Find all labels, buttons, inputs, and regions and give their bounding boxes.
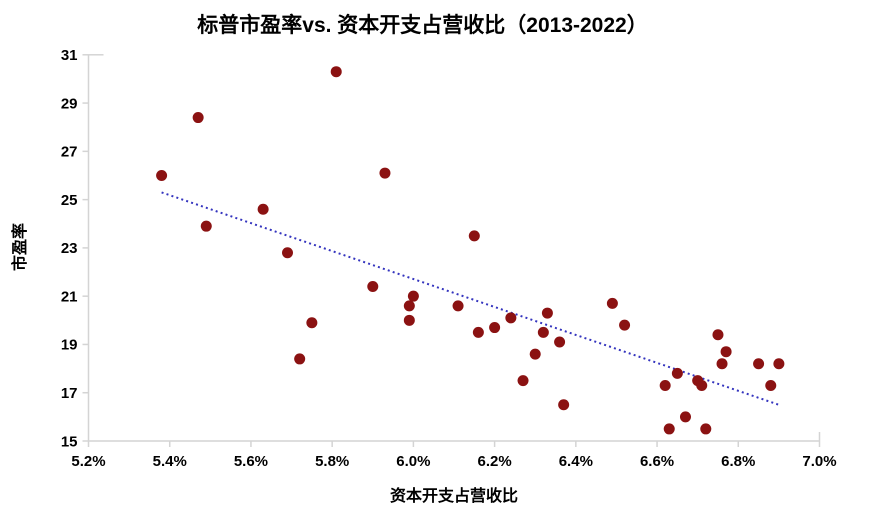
data-point [554,336,566,348]
data-point [696,379,708,391]
data-point [403,314,415,326]
x-tick-label: 5.6% [234,453,268,470]
data-point [403,300,415,312]
x-axis-title: 资本开支占营收比 [389,488,519,505]
x-tick-label: 6.0% [396,453,430,470]
data-point [700,423,712,435]
data-point [541,307,553,319]
data-point [720,346,732,358]
data-point [663,423,675,435]
y-tick-label: 15 [61,433,78,450]
data-point [529,348,541,360]
data-point [200,220,212,232]
y-tick-label: 27 [61,144,78,161]
x-tick-label: 6.6% [640,453,674,470]
data-point [671,367,683,379]
y-tick-label: 21 [61,288,78,305]
data-point [659,379,671,391]
data-point [537,326,549,338]
data-point [379,167,391,179]
x-tick-label: 6.8% [721,453,755,470]
data-point [619,319,631,331]
data-point [472,326,484,338]
data-point [330,66,342,78]
data-point [156,169,168,181]
data-point [468,230,480,242]
data-point [306,317,318,329]
y-tick-label: 19 [61,337,78,354]
data-point [753,358,765,370]
data-point [765,379,777,391]
data-point [452,300,464,312]
x-tick-label: 7.0% [802,453,836,470]
y-tick-label: 25 [61,192,78,209]
data-point [712,329,724,341]
x-tick-label: 6.4% [559,453,593,470]
x-tick-label: 6.2% [478,453,512,470]
data-point [679,411,691,423]
data-point [489,322,501,334]
data-point [773,358,785,370]
chart-title: 标普市盈率vs. 资本开支占营收比（2013-2022） [197,14,648,37]
data-point [606,297,618,309]
y-tick-label: 17 [61,385,78,402]
data-point [407,290,419,302]
data-point [257,203,269,215]
x-tick-label: 5.8% [315,453,349,470]
data-point [558,399,570,411]
data-point [517,375,529,387]
y-tick-label: 23 [61,240,78,257]
data-point [192,112,204,124]
data-point [505,312,517,324]
data-point [281,247,293,259]
data-point [294,353,306,365]
x-tick-label: 5.2% [71,453,105,470]
data-point [716,358,728,370]
x-tick-label: 5.4% [153,453,187,470]
data-point [367,281,379,293]
trend-line [161,191,780,406]
y-tick-label: 29 [61,95,78,112]
y-tick-label: 31 [61,47,78,64]
